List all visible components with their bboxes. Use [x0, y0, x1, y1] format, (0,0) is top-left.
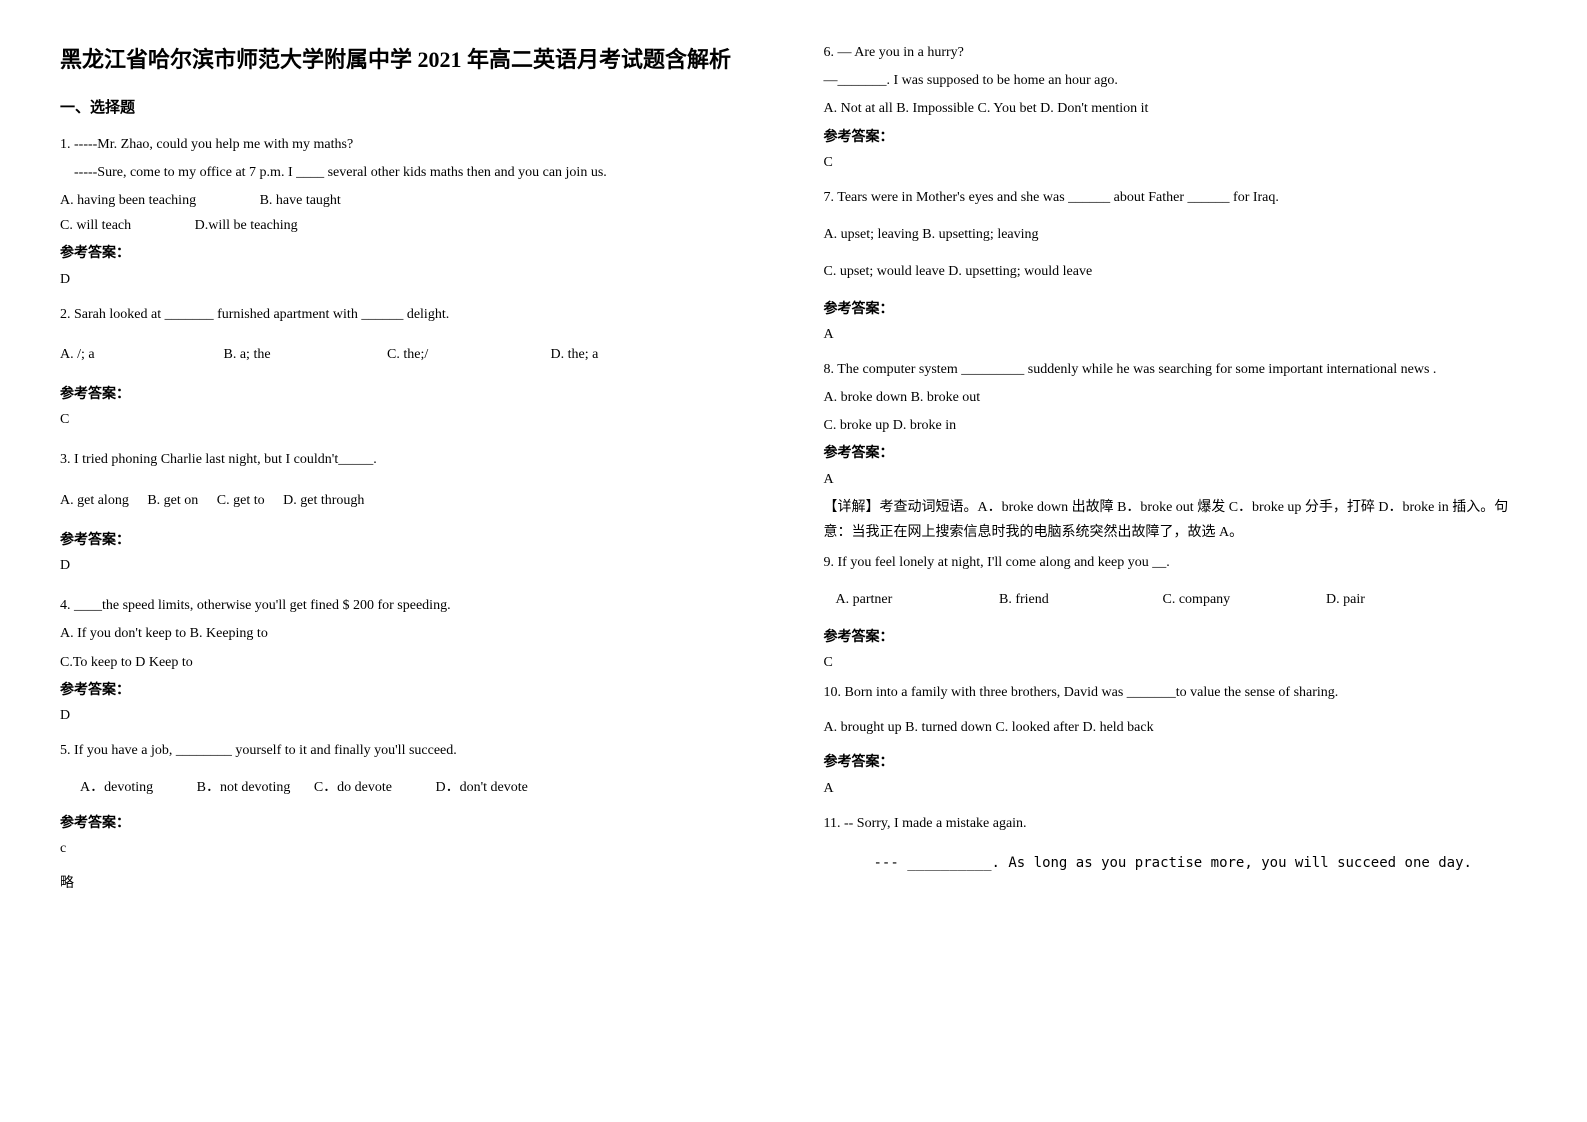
- q4-line2: A. If you don't keep to B. Keeping to: [60, 621, 764, 646]
- q11-line2: --- __________. As long as you practise …: [824, 851, 1528, 876]
- q2-optA: A. /; a: [60, 342, 190, 367]
- answer-label: 参考答案：: [824, 750, 1528, 775]
- answer-label: 参考答案：: [824, 441, 1528, 466]
- question-7: 7. Tears were in Mother's eyes and she w…: [824, 185, 1528, 347]
- q5-optB: B．not devoting: [197, 775, 291, 800]
- q8-line2: A. broke down B. broke out: [824, 385, 1528, 410]
- q8-line3: C. broke up D. broke in: [824, 413, 1528, 438]
- q1-optB: B. have taught: [260, 188, 341, 213]
- q7-text: 7. Tears were in Mother's eyes and she w…: [824, 185, 1528, 210]
- q9-optD: D. pair: [1326, 587, 1365, 612]
- q2-optC: C. the;/: [387, 342, 517, 367]
- q9-text: 9. If you feel lonely at night, I'll com…: [824, 550, 1528, 575]
- q1-optC: C. will teach: [60, 213, 131, 238]
- q1-line1: 1. -----Mr. Zhao, could you help me with…: [60, 132, 764, 157]
- q2-options: A. /; a B. a; the C. the;/ D. the; a: [60, 342, 764, 367]
- question-9: 9. If you feel lonely at night, I'll com…: [824, 550, 1528, 675]
- q3-options: A. get along B. get on C. get to D. get …: [60, 488, 764, 513]
- q4-text: 4. ____the speed limits, otherwise you'l…: [60, 593, 764, 618]
- q10-answer: A: [824, 776, 1528, 801]
- q11-line1: 11. -- Sorry, I made a mistake again.: [824, 811, 1528, 836]
- question-10: 10. Born into a family with three brothe…: [824, 680, 1528, 801]
- q9-options: A. partner B. friend C. company D. pair: [824, 587, 1528, 612]
- answer-label: 参考答案：: [60, 528, 764, 553]
- q1-optD: D.will be teaching: [195, 213, 298, 238]
- q1-line2: -----Sure, come to my office at 7 p.m. I…: [60, 160, 764, 185]
- answer-label: 参考答案：: [60, 241, 764, 266]
- q8-explain: 【详解】考查动词短语。A．broke down 出故障 B．broke out …: [824, 495, 1528, 545]
- q9-optA: A. partner: [836, 587, 966, 612]
- question-2: 2. Sarah looked at _______ furnished apa…: [60, 302, 764, 433]
- q3-optD: D. get through: [283, 488, 364, 513]
- answer-label: 参考答案：: [60, 382, 764, 407]
- question-4: 4. ____the speed limits, otherwise you'l…: [60, 593, 764, 728]
- q8-answer: A: [824, 467, 1528, 492]
- question-11: 11. -- Sorry, I made a mistake again. --…: [824, 811, 1528, 876]
- q7-line3: C. upset; would leave D. upsetting; woul…: [824, 259, 1528, 284]
- q1-optA: A. having been teaching: [60, 188, 196, 213]
- q5-optD: D．don't devote: [436, 775, 528, 800]
- q3-optB: B. get on: [147, 488, 198, 513]
- q3-optC: C. get to: [217, 488, 265, 513]
- q7-line2: A. upset; leaving B. upsetting; leaving: [824, 222, 1528, 247]
- answer-label: 参考答案：: [824, 297, 1528, 322]
- q5-optC: C．do devote: [314, 775, 392, 800]
- section-heading: 一、选择题: [60, 95, 764, 122]
- q2-optD: D. the; a: [551, 342, 599, 367]
- q6-opts: A. Not at all B. Impossible C. You bet D…: [824, 96, 1528, 121]
- q2-text: 2. Sarah looked at _______ furnished apa…: [60, 302, 764, 327]
- q6-answer: C: [824, 150, 1528, 175]
- q3-answer: D: [60, 553, 764, 578]
- q9-optC: C. company: [1163, 587, 1293, 612]
- q2-optB: B. a; the: [224, 342, 354, 367]
- q1-answer: D: [60, 267, 764, 292]
- q5-extra: 略: [60, 871, 764, 896]
- answer-label: 参考答案：: [60, 811, 764, 836]
- q4-answer: D: [60, 703, 764, 728]
- q3-optA: A. get along: [60, 488, 129, 513]
- page-title: 黑龙江省哈尔滨市师范大学附属中学 2021 年高二英语月考试题含解析: [60, 40, 764, 80]
- q5-text: 5. If you have a job, ________ yourself …: [60, 738, 764, 763]
- q6-line2: —_______. I was supposed to be home an h…: [824, 68, 1528, 93]
- q6-line1: 6. — Are you in a hurry?: [824, 40, 1528, 65]
- question-6: 6. — Are you in a hurry? —_______. I was…: [824, 40, 1528, 175]
- q9-optB: B. friend: [999, 587, 1129, 612]
- q1-options: A. having been teaching B. have taught C…: [60, 188, 764, 238]
- q5-options: A．devoting B．not devoting C．do devote D．…: [60, 775, 764, 800]
- q5-answer: c: [60, 836, 764, 861]
- question-5: 5. If you have a job, ________ yourself …: [60, 738, 764, 896]
- answer-label: 参考答案：: [60, 678, 764, 703]
- question-3: 3. I tried phoning Charlie last night, b…: [60, 447, 764, 578]
- q10-text: 10. Born into a family with three brothe…: [824, 680, 1528, 705]
- answer-label: 参考答案：: [824, 125, 1528, 150]
- q2-answer: C: [60, 407, 764, 432]
- q4-line3: C.To keep to D Keep to: [60, 650, 764, 675]
- question-1: 1. -----Mr. Zhao, could you help me with…: [60, 132, 764, 292]
- q9-answer: C: [824, 650, 1528, 675]
- q7-answer: A: [824, 322, 1528, 347]
- q3-text: 3. I tried phoning Charlie last night, b…: [60, 447, 764, 472]
- question-8: 8. The computer system _________ suddenl…: [824, 357, 1528, 545]
- q8-text: 8. The computer system _________ suddenl…: [824, 357, 1528, 382]
- q5-optA: A．devoting: [80, 775, 153, 800]
- answer-label: 参考答案：: [824, 625, 1528, 650]
- q10-opts: A. brought up B. turned down C. looked a…: [824, 715, 1528, 740]
